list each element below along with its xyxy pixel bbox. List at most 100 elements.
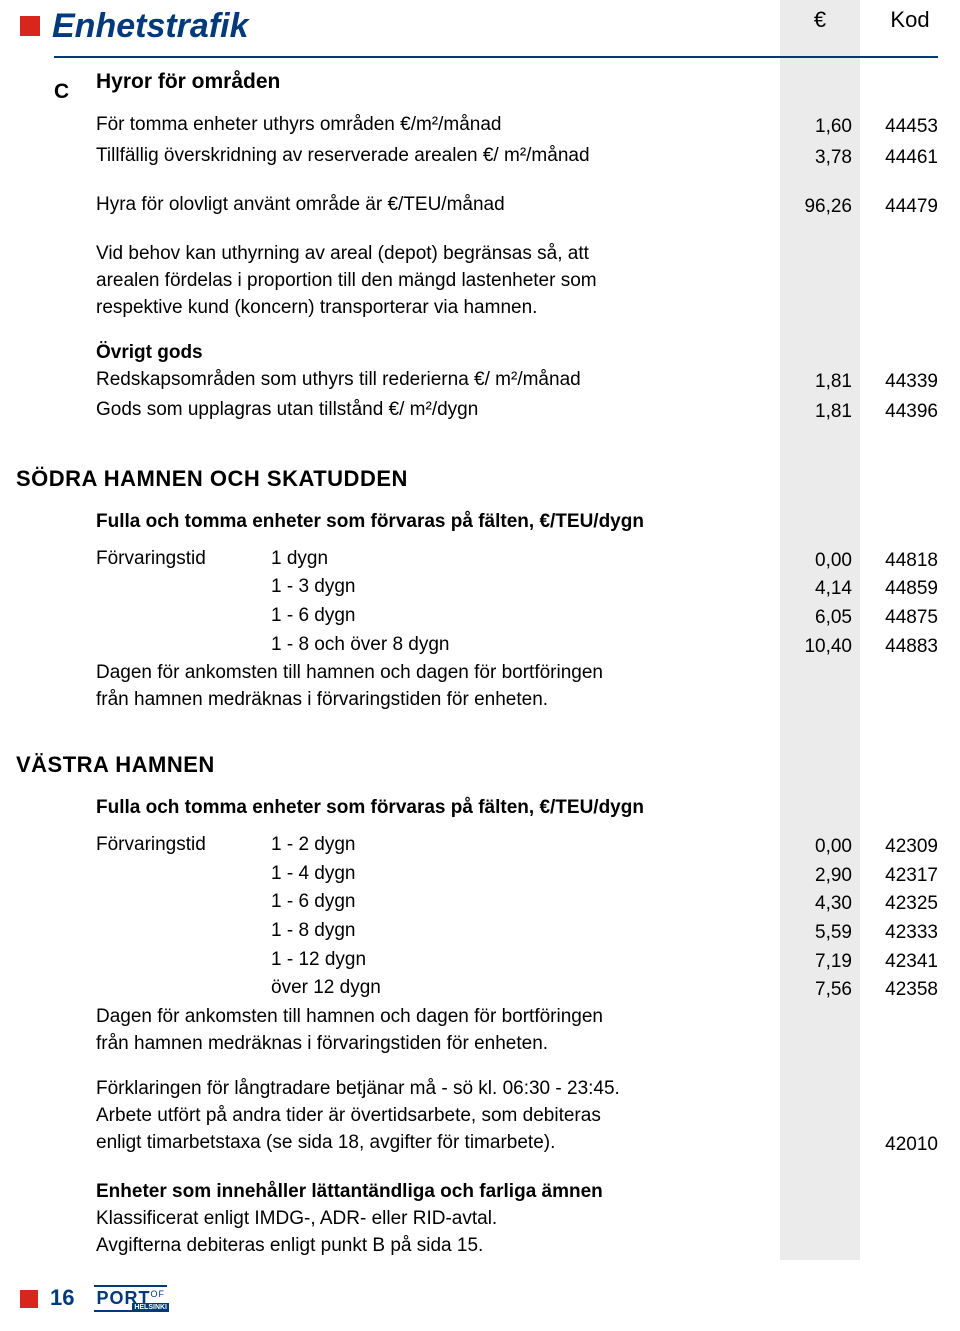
row-kod: 42317 <box>860 862 960 891</box>
page-number: 16 <box>50 1284 74 1313</box>
row-kod: 42325 <box>860 890 960 919</box>
subsection-title-row: Enheter som innehåller lättantändliga oc… <box>96 1180 960 1205</box>
note-row: Avgifterna debiteras enligt punkt B på s… <box>96 1234 960 1259</box>
content: C Hyror för områden För tomma enheter ut… <box>0 68 960 1258</box>
row-euro: 10,40 <box>780 633 860 662</box>
logo-sub: HELSINKI <box>132 1303 169 1312</box>
storage-title: Fulla och tomma enheter som förvaras på … <box>96 796 780 821</box>
row-kod: 42358 <box>860 976 960 1005</box>
row-kod: 42010 <box>860 1131 960 1160</box>
storage-period: 1 - 12 dygn <box>271 948 780 977</box>
storage-period: över 12 dygn <box>271 976 780 1005</box>
row-desc: Redskapsområden som uthyrs till rederier… <box>96 368 780 393</box>
port-logo: PORTOF HELSINKI <box>94 1285 167 1312</box>
header-euro: € <box>780 6 860 35</box>
storage-period: 1 - 8 och över 8 dygn <box>271 633 780 662</box>
row-kod: 44818 <box>860 547 960 576</box>
row-kod: 42341 <box>860 948 960 977</box>
storage-period: 1 - 8 dygn <box>271 919 780 948</box>
section-marker: C <box>54 78 69 105</box>
sodra-heading: SÖDRA HAMNEN OCH SKATUDDEN <box>16 465 960 494</box>
note-row: Dagen för ankomsten till hamnen och dage… <box>96 1005 960 1030</box>
logo-of: OF <box>151 1289 166 1299</box>
price-row: För tomma enheter uthyrs områden €/m²/må… <box>96 113 960 142</box>
row-euro: 0,00 <box>780 547 860 576</box>
note-row: från hamnen medräknas i förvaringstiden … <box>96 1032 960 1057</box>
row-euro: 4,30 <box>780 890 860 919</box>
storage-row: 1 - 8 dygn 5,59 42333 <box>96 919 960 948</box>
row-kod: 44396 <box>860 398 960 427</box>
subsection-title: Enheter som innehåller lättantändliga oc… <box>96 1180 780 1205</box>
note-row: Klassificerat enligt IMDG-, ADR- eller R… <box>96 1207 960 1232</box>
price-row: Gods som upplagras utan tillstånd €/ m²/… <box>96 398 960 427</box>
row-kod: 44453 <box>860 113 960 142</box>
note-text: från hamnen medräknas i förvaringstiden … <box>96 1032 780 1057</box>
subsection-title-row: Övrigt gods <box>96 341 960 366</box>
row-desc: Gods som upplagras utan tillstånd €/ m²/… <box>96 398 780 423</box>
note-text: enligt timarbetstaxa (se sida 18, avgift… <box>96 1131 780 1156</box>
row-euro: 0,00 <box>780 833 860 862</box>
note-row: Arbete utfört på andra tider är övertids… <box>96 1104 960 1129</box>
note-text: Avgifterna debiteras enligt punkt B på s… <box>96 1234 780 1259</box>
row-euro: 1,81 <box>780 368 860 397</box>
storage-period: 1 dygn <box>271 547 780 576</box>
storage-period: 1 - 2 dygn <box>271 833 780 862</box>
note-text: arealen fördelas i proportion till den m… <box>96 269 780 294</box>
section-title: Hyror för områden <box>96 68 960 95</box>
storage-period: 1 - 6 dygn <box>271 604 780 633</box>
column-headers: € Kod <box>780 6 960 35</box>
note-text: Vid behov kan uthyrning av areal (depot)… <box>96 242 780 267</box>
price-row: Hyra för olovligt använt område är €/TEU… <box>96 193 960 222</box>
note-row: enligt timarbetstaxa (se sida 18, avgift… <box>96 1131 960 1160</box>
storage-label: Förvaringstid <box>96 547 271 576</box>
storage-title: Fulla och tomma enheter som förvaras på … <box>96 510 780 535</box>
row-euro: 7,56 <box>780 976 860 1005</box>
storage-row: 1 - 3 dygn 4,14 44859 <box>96 575 960 604</box>
storage-period: 1 - 6 dygn <box>271 890 780 919</box>
note-text: Arbete utfört på andra tider är övertids… <box>96 1104 780 1129</box>
row-euro: 5,59 <box>780 919 860 948</box>
storage-title-row: Fulla och tomma enheter som förvaras på … <box>96 796 960 821</box>
note-row: Dagen för ankomsten till hamnen och dage… <box>96 661 960 686</box>
note-text: Förklaringen för långtradare betjänar må… <box>96 1077 780 1102</box>
note-text: Dagen för ankomsten till hamnen och dage… <box>96 1005 780 1030</box>
row-kod: 44875 <box>860 604 960 633</box>
storage-row: 1 - 6 dygn 6,05 44875 <box>96 604 960 633</box>
note-row: respektive kund (koncern) transporterar … <box>96 296 960 321</box>
row-kod: 44479 <box>860 193 960 222</box>
row-euro: 7,19 <box>780 948 860 977</box>
row-euro: 6,05 <box>780 604 860 633</box>
storage-period: 1 - 3 dygn <box>271 575 780 604</box>
row-kod: 44339 <box>860 368 960 397</box>
vastra-heading: VÄSTRA HAMNEN <box>16 751 960 780</box>
storage-period: 1 - 4 dygn <box>271 862 780 891</box>
row-euro: 3,78 <box>780 144 860 173</box>
note-text: Klassificerat enligt IMDG-, ADR- eller R… <box>96 1207 780 1232</box>
storage-row: Förvaringstid 1 - 2 dygn 0,00 42309 <box>96 833 960 862</box>
row-kod: 42333 <box>860 919 960 948</box>
title-rule <box>54 56 938 58</box>
row-euro: 1,81 <box>780 398 860 427</box>
title-square-icon <box>20 16 40 36</box>
subsection-title: Övrigt gods <box>96 341 780 366</box>
row-euro: 96,26 <box>780 193 860 222</box>
price-row: Redskapsområden som uthyrs till rederier… <box>96 368 960 397</box>
storage-row: över 12 dygn 7,56 42358 <box>96 976 960 1005</box>
row-desc: För tomma enheter uthyrs områden €/m²/må… <box>96 113 780 138</box>
row-desc: Tillfällig överskridning av reserverade … <box>96 144 780 169</box>
footer-square-icon <box>20 1290 38 1308</box>
note-row: Förklaringen för långtradare betjänar må… <box>96 1077 960 1102</box>
note-text: respektive kund (koncern) transporterar … <box>96 296 780 321</box>
row-kod: 44461 <box>860 144 960 173</box>
row-kod: 42309 <box>860 833 960 862</box>
note-row: arealen fördelas i proportion till den m… <box>96 269 960 294</box>
row-kod: 44883 <box>860 633 960 662</box>
storage-row: 1 - 4 dygn 2,90 42317 <box>96 862 960 891</box>
storage-row: Förvaringstid 1 dygn 0,00 44818 <box>96 547 960 576</box>
storage-row: 1 - 12 dygn 7,19 42341 <box>96 948 960 977</box>
row-euro: 1,60 <box>780 113 860 142</box>
row-desc: Hyra för olovligt använt område är €/TEU… <box>96 193 780 218</box>
note-text: från hamnen medräknas i förvaringstiden … <box>96 688 780 713</box>
storage-row: 1 - 6 dygn 4,30 42325 <box>96 890 960 919</box>
row-euro: 2,90 <box>780 862 860 891</box>
